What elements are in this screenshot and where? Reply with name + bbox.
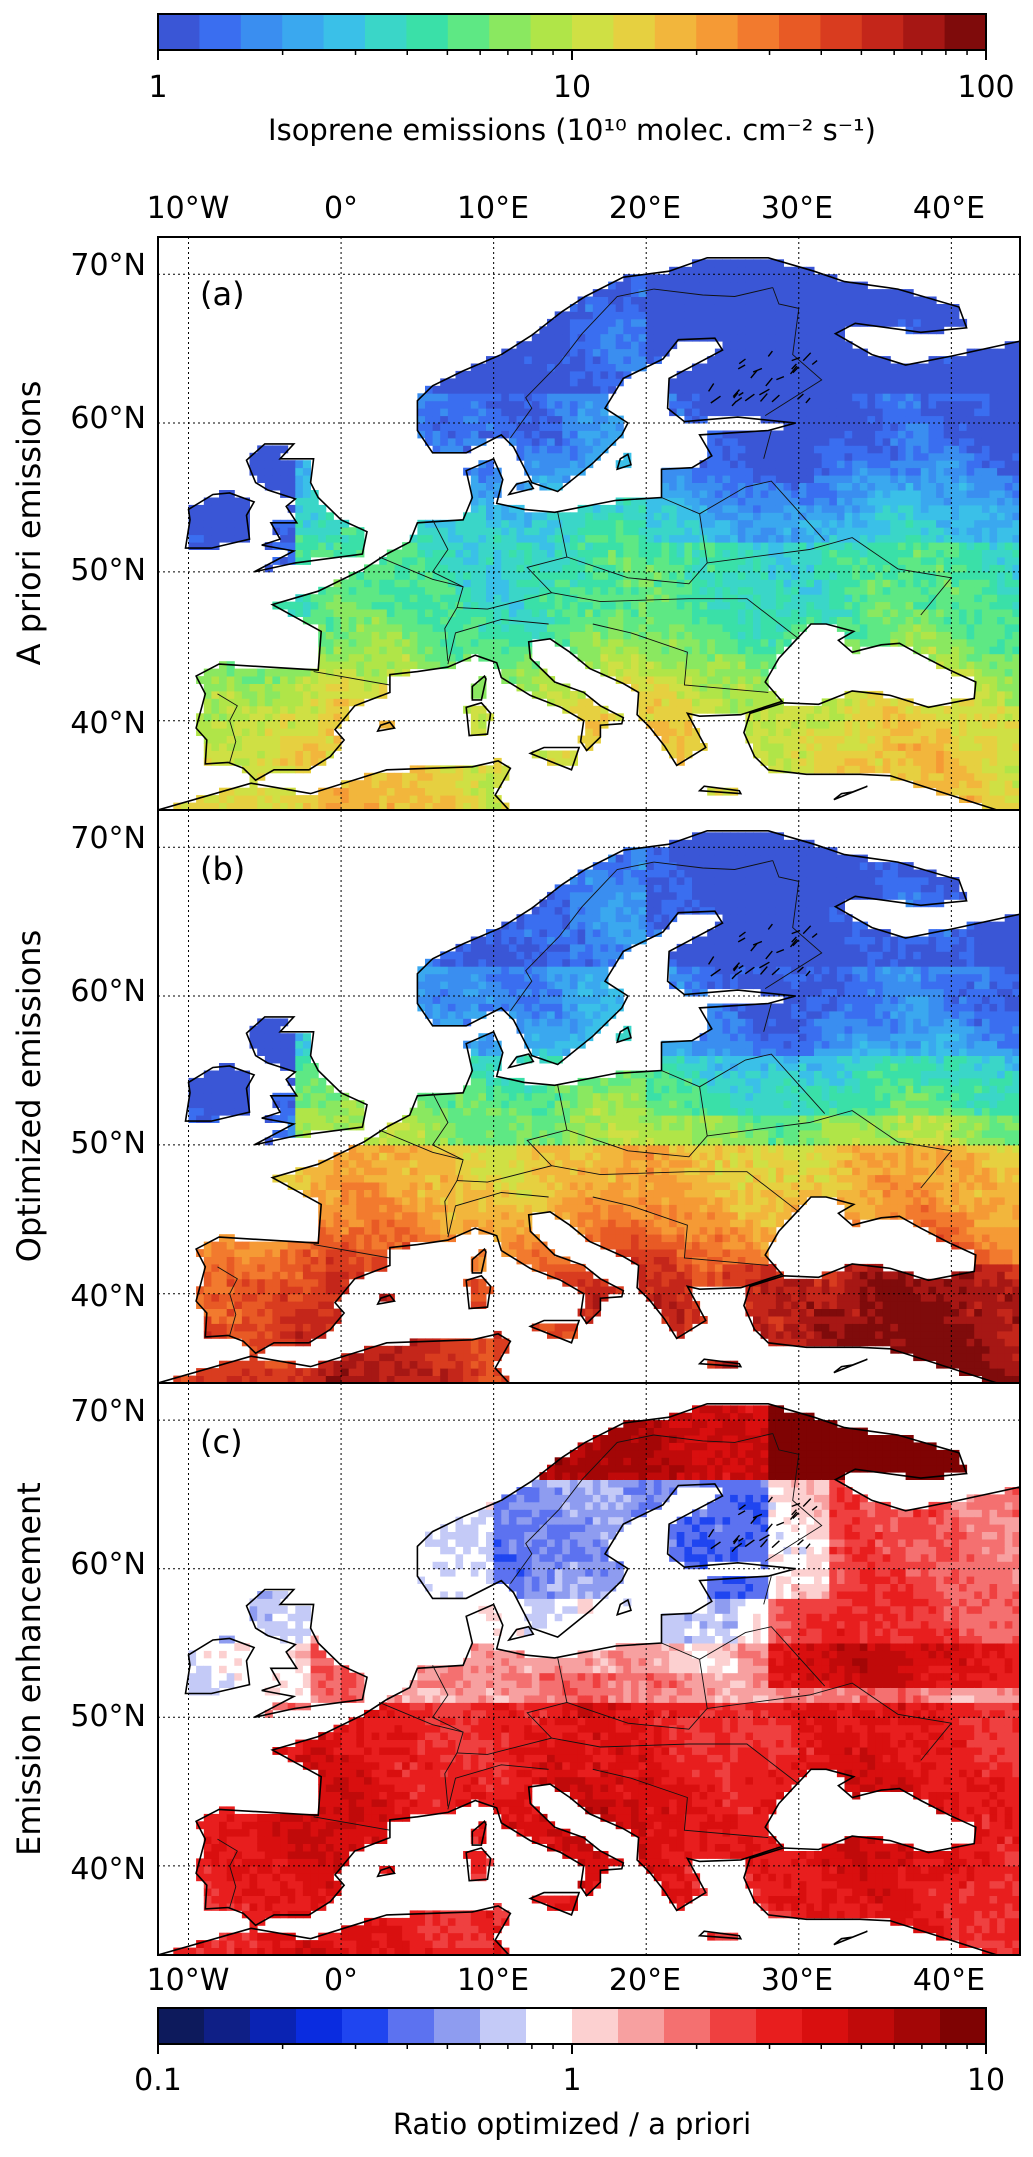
bottom-colorbar-tick-1: 1	[562, 2063, 581, 2098]
top-colorbar-label: Isoprene emissions (10¹⁰ molec. cm⁻² s⁻¹…	[268, 113, 876, 147]
panel-b-lat-60n: 60°N	[70, 974, 146, 1009]
panel-c-lat-70n: 70°N	[70, 1394, 146, 1429]
bottom-lon-10w: 10°W	[147, 1963, 230, 1998]
panel-c-lat-60n: 60°N	[70, 1547, 146, 1582]
top-lon-20e: 20°E	[609, 191, 681, 226]
top-colorbar-tick-100: 100	[957, 70, 1014, 105]
panel-a-lat-60n: 60°N	[70, 401, 146, 436]
bottom-colorbar-tick-0.1: 0.1	[134, 2063, 182, 2098]
panel-c-tag: (c)	[200, 1423, 243, 1461]
panel-b-lat-70n: 70°N	[70, 821, 146, 856]
panel-b-tag: (b)	[200, 850, 245, 888]
bottom-lon-0: 0°	[324, 1963, 358, 1998]
bottom-lon-30e: 30°E	[761, 1963, 833, 1998]
bottom-lon-40e: 40°E	[913, 1963, 985, 1998]
bottom-colorbar	[158, 2008, 987, 2054]
panel-c-ylabel: Emission enhancement	[10, 1482, 48, 1856]
panel-a-apriori-map: (a) A priori emissions 70°N 60°N 50°N 40…	[10, 237, 1021, 825]
bottom-colorbar-label: Ratio optimized / a priori	[393, 2107, 751, 2141]
bottom-longitude-labels: 10°W 0° 10°E 20°E 30°E 40°E	[147, 1963, 985, 1998]
top-lon-30e: 30°E	[761, 191, 833, 226]
top-colorbar-tick-1: 1	[148, 70, 167, 105]
panel-b-lat-50n: 50°N	[70, 1126, 146, 1161]
bottom-lon-10e: 10°E	[457, 1963, 529, 1998]
top-lon-40e: 40°E	[913, 191, 985, 226]
panel-a-lat-70n: 70°N	[70, 248, 146, 283]
panel-a-lat-50n: 50°N	[70, 553, 146, 588]
panel-c-enhancement-map: (c) Emission enhancement 70°N 60°N 50°N …	[10, 1383, 1021, 1970]
panel-a-tag: (a)	[200, 275, 245, 313]
top-colorbar	[158, 14, 987, 60]
panel-b-ylabel: Optimized emissions	[10, 930, 48, 1262]
bottom-lon-20e: 20°E	[609, 1963, 681, 1998]
panel-c-lat-40n: 40°N	[70, 1852, 146, 1887]
bottom-colorbar-tick-10: 10	[967, 2063, 1005, 2098]
top-colorbar-tick-10: 10	[553, 70, 591, 105]
top-lon-10e: 10°E	[457, 191, 529, 226]
panel-b-lat-40n: 40°N	[70, 1279, 146, 1314]
top-lon-0: 0°	[324, 191, 358, 226]
panel-a-ylabel: A priori emissions	[10, 381, 48, 666]
panel-b-optimized-map: (b) Optimized emissions 70°N 60°N 50°N 4…	[10, 810, 1021, 1398]
panel-a-lat-40n: 40°N	[70, 706, 146, 741]
top-lon-10w: 10°W	[147, 191, 230, 226]
panel-c-lat-50n: 50°N	[70, 1699, 146, 1734]
top-longitude-labels: 10°W 0° 10°E 20°E 30°E 40°E	[147, 191, 985, 226]
